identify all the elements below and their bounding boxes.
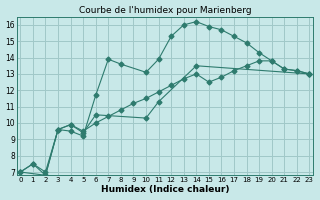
Title: Courbe de l'humidex pour Marienberg: Courbe de l'humidex pour Marienberg [78, 6, 251, 15]
X-axis label: Humidex (Indice chaleur): Humidex (Indice chaleur) [100, 185, 229, 194]
